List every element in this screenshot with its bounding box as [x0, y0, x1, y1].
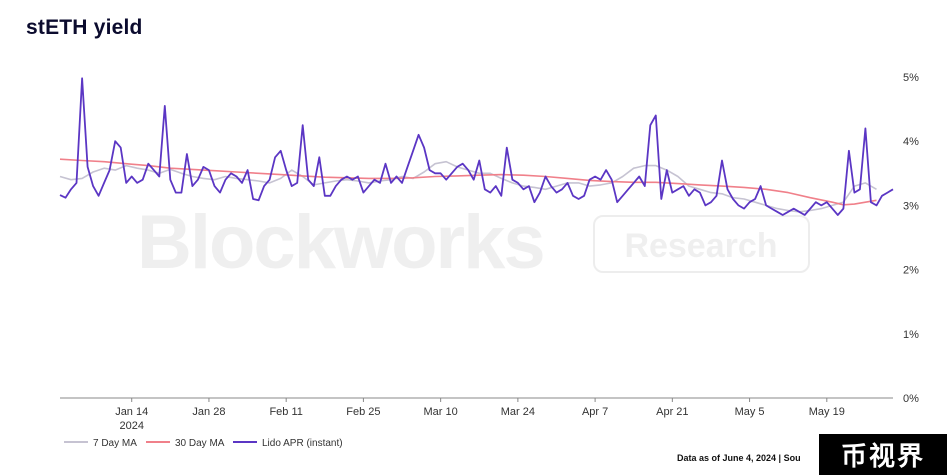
series-line-30-day-ma	[59, 158, 877, 206]
legend-label: Lido APR (instant)	[262, 438, 343, 449]
y-tick-label: 5%	[903, 72, 919, 84]
x-tick-label: Jan 14	[115, 406, 148, 418]
x-tick-label: Apr 7	[582, 406, 608, 418]
site-badge: 币视界	[819, 434, 947, 475]
x-tick-label: Feb 25	[346, 406, 380, 418]
x-tick-label: Mar 10	[424, 406, 458, 418]
blockworks-research-watermark: Blockworks Research	[137, 200, 810, 285]
plot-series	[59, 77, 894, 216]
watermark-word-2: Research	[624, 227, 777, 265]
x-tick-sublabel: 2024	[119, 420, 143, 432]
x-tick-label: May 5	[735, 406, 765, 418]
legend: 7 Day MA 30 Day MA Lido APR (instant)	[64, 438, 343, 449]
watermark-box	[593, 215, 810, 273]
legend-label: 7 Day MA	[93, 438, 137, 449]
x-tick-label: May 19	[809, 406, 845, 418]
series-line-lido-apr-instant	[59, 77, 894, 216]
x-tick-label: Mar 24	[501, 406, 535, 418]
y-tick-label: 1%	[903, 329, 919, 341]
watermark-word-1: Blockworks	[137, 200, 544, 285]
y-axis: 0% 1% 2% 3% 4% 5%	[903, 72, 919, 405]
y-tick-label: 3%	[903, 200, 919, 212]
y-tick-label: 4%	[903, 136, 919, 148]
legend-label: 30 Day MA	[175, 438, 225, 449]
chart-title: stETH yield	[26, 16, 143, 39]
y-tick-label: 0%	[903, 393, 919, 405]
y-tick-label: 2%	[903, 265, 919, 277]
x-axis: Jan 14 2024 Jan 28 Feb 11 Feb 25 Mar 10 Mar 24…	[115, 398, 845, 432]
x-tick-label: Feb 11	[269, 406, 302, 418]
x-tick-label: Jan 28	[192, 406, 225, 418]
x-tick-label: Apr 21	[656, 406, 688, 418]
data-source-footnote: Data as of June 4, 2024 | Sou	[677, 453, 801, 463]
